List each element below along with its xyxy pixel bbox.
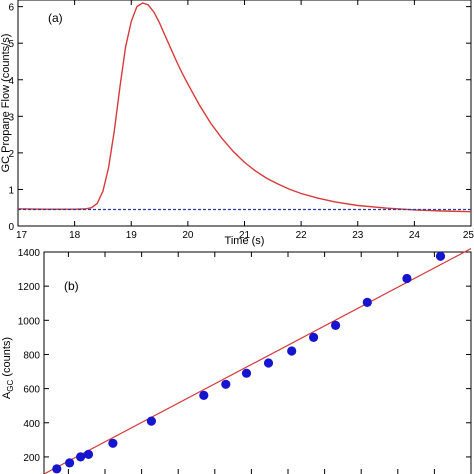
panel-a-y-tick-label: 3: [8, 112, 14, 123]
panel-b-frame: [43, 251, 472, 474]
panel-a-x-tick-label: 21: [239, 230, 251, 241]
panel-b-y-tick-label: 600: [23, 385, 40, 396]
panel-a-y-tick-label: 0: [8, 222, 14, 233]
panel-b-data-point: [221, 379, 231, 389]
panel-b-data-point: [241, 368, 252, 378]
panel-a-x-tick-label: 25: [463, 230, 474, 241]
panel-b-series: [43, 248, 472, 474]
panel-a-series: [17, 2, 472, 213]
panel-a-y-tick-label: 4: [8, 76, 14, 87]
panel-a-y-tick-label: 2: [8, 149, 14, 160]
panel-b-data-point: [52, 464, 62, 474]
panel-a-frame: [17, 0, 472, 227]
panel-a-y-tick-label: 6: [8, 3, 14, 14]
panel-b-y-tick-label: 400: [23, 419, 40, 430]
panel-a-x-tick-label: 23: [352, 230, 364, 241]
panel-b-fit-line: [43, 248, 472, 474]
panel-a-x-tick-label: 17: [16, 230, 28, 241]
panel-b-data-point: [76, 452, 86, 462]
panel-b-label: (b): [64, 279, 79, 293]
panel-b-y-tick-label: 200: [23, 453, 40, 464]
panel-b-data-point: [263, 358, 274, 368]
panel-b-data-point: [287, 346, 297, 356]
panel-b-y-axis-label-unit: (counts): [1, 337, 13, 380]
panel-a-y-tick-label: 1: [8, 185, 14, 196]
panel-b-data-point: [331, 320, 341, 330]
panel-b-y-axis-label-subscript: GC: [6, 380, 15, 392]
panel-a-x-tick-label: 18: [69, 230, 81, 241]
panel-a-x-tick-label: 19: [126, 230, 138, 241]
panel-b-data-point: [435, 251, 446, 261]
panel-b-data-point: [146, 416, 156, 426]
panel-b-data-point: [199, 390, 209, 400]
panel-b-y-tick-label: 1000: [18, 316, 41, 327]
panel-a-x-axis-label: Time (s): [225, 235, 265, 247]
panel-b-data-point: [402, 273, 412, 284]
panel-b-data-point: [309, 332, 319, 342]
panel-a-x-tick-label: 22: [296, 230, 308, 241]
panel-a-x-tick-label: 24: [409, 230, 421, 241]
panel-a-x-tick-label: 20: [182, 230, 194, 241]
panel-b-y-axis-label-main: A: [1, 391, 13, 399]
panel-b-data-point: [108, 438, 118, 448]
panel-b-data-point: [362, 297, 372, 307]
panel-b-data-point: [65, 458, 75, 468]
panel-b-y-tick-label: 1400: [18, 248, 41, 259]
panel-a-y-axis-label: GC Propane Flow (counts/s): [0, 34, 12, 173]
panel-b-ticks: 200 400 600 800 1000 1200 1400: [18, 248, 471, 474]
panel-b-y-tick-label: 800: [23, 350, 40, 361]
panel-a-y-tick-label: 5: [8, 39, 14, 50]
panel-a-flow-curve: [17, 2, 472, 213]
panel-b-y-tick-label: 1200: [18, 282, 41, 293]
panel-a-label: (a): [48, 11, 63, 25]
panel-b-chart: 200 400 600 800 1000 1200 1400 (b) AGC (counts…: [1, 248, 472, 474]
panel-b-y-axis-label: AGC (counts): [1, 337, 15, 399]
panel-b-data-point: [83, 449, 94, 459]
